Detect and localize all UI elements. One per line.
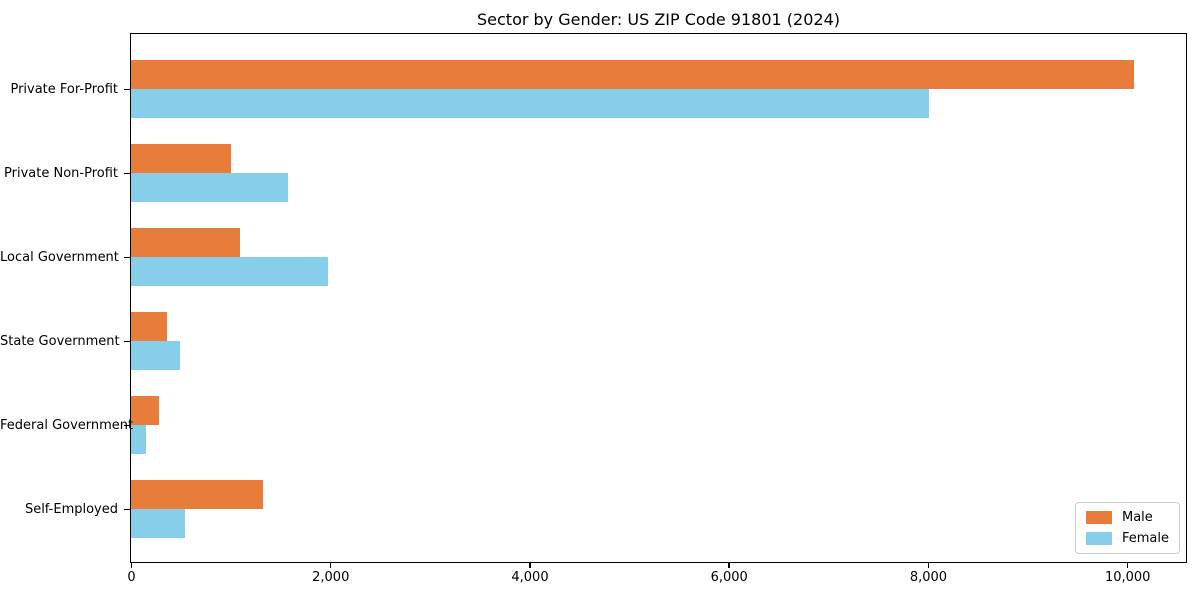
y-tick-mark (124, 508, 130, 511)
bar-male-4 (131, 312, 167, 342)
x-tick-label: 0 (127, 570, 136, 585)
plot-area: Male Female (130, 33, 1187, 563)
bar-male-2 (131, 144, 232, 174)
category-label: State Government (0, 334, 120, 349)
x-tick-label: 2,000 (312, 570, 350, 585)
female-color-swatch (1085, 532, 1112, 545)
bar-female-1 (131, 89, 930, 118)
legend: Male Female (1074, 502, 1180, 554)
y-tick-mark (124, 256, 130, 259)
x-tick-mark (130, 563, 133, 568)
category-label: Self-Employed (24, 502, 118, 517)
category-label: Local Government (0, 250, 119, 265)
y-tick-mark (124, 88, 130, 91)
bar-female-3 (131, 257, 329, 286)
x-tick-mark (529, 563, 531, 568)
y-tick-mark (124, 340, 130, 343)
category-label: Private Non-Profit (4, 166, 118, 181)
male-color-swatch (1085, 511, 1112, 524)
x-tick-mark (728, 563, 730, 568)
bar-male-5 (131, 396, 159, 426)
bar-male-6 (131, 480, 263, 510)
x-tick-mark (1126, 563, 1129, 568)
x-tick-mark (329, 563, 332, 568)
chart-title: Sector by Gender: US ZIP Code 91801 (202… (477, 10, 840, 29)
x-tick-mark (927, 563, 930, 568)
bar-female-2 (131, 173, 289, 202)
legend-item-male: Male (1085, 510, 1169, 525)
x-tick-label: 6,000 (710, 570, 748, 585)
x-tick-label: 10,000 (1104, 570, 1151, 585)
category-label: Federal Government (0, 418, 134, 433)
bar-female-6 (131, 509, 185, 538)
y-tick-mark (124, 172, 130, 175)
legend-label-female: Female (1121, 531, 1169, 546)
bar-female-4 (131, 341, 180, 370)
x-tick-label: 4,000 (511, 570, 549, 585)
bar-female-5 (131, 425, 147, 454)
legend-item-female: Female (1085, 531, 1169, 546)
bar-male-3 (131, 228, 241, 258)
x-tick-label: 8,000 (909, 570, 948, 585)
y-tick-mark (124, 424, 130, 427)
category-label: Private For-Profit (10, 82, 118, 97)
legend-label-male: Male (1121, 510, 1153, 525)
bar-male-1 (131, 60, 1135, 90)
